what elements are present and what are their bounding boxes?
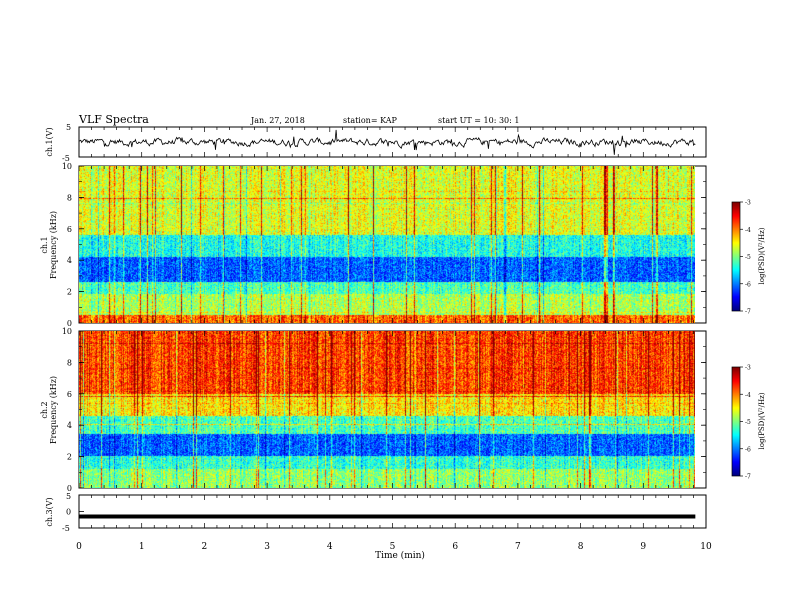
date-label: Jan. 27, 2018: [250, 116, 305, 125]
time-axis-ticks: 0 0 1 2 3 4 5 6 7 8 9 10: [66, 508, 712, 553]
ch1-spectrogram-yticks: 0 2 4 6 8 10: [62, 162, 706, 328]
xtick-label: 9: [640, 542, 646, 552]
ch1-colorbar-ticks: -3 -4 -5 -6 -7: [740, 200, 751, 316]
xtick-label: 0: [76, 542, 82, 552]
ch1-waveform-line: [78, 129, 696, 155]
ytick-label: 8: [67, 193, 72, 202]
ch1-waveform-panel: 5 -5 ch.1(V): [45, 123, 707, 163]
ytick-label: 10: [62, 327, 72, 336]
colorbar-tick-label: -6: [745, 446, 751, 453]
ytick-label: 2: [67, 453, 72, 462]
xtick-label: 8: [578, 542, 584, 552]
xtick-label: 4: [327, 542, 333, 552]
ytick-label: 0: [67, 484, 72, 493]
ch2-colorbar-ticks: -3 -4 -5 -6 -7: [740, 365, 751, 481]
ch3-waveform-ytick-minus5: -5: [62, 524, 70, 533]
ch1-colorbar: [732, 202, 740, 311]
colorbar-tick-label: -4: [745, 392, 751, 399]
ch1-spectrogram-ylabel: ch.1Frequency (kHz): [40, 211, 58, 279]
ch2-colorbar-label: log(PSD)(V²/Hz): [758, 392, 766, 449]
ch1-colorbar-label: log(PSD)(V²/Hz): [758, 227, 766, 284]
ytick-label: 6: [67, 390, 72, 399]
xtick-label: 2: [202, 542, 208, 552]
time-axis-label: Time (min): [375, 550, 425, 561]
xtick-label: 1: [139, 542, 145, 552]
colorbar-tick-label: -5: [745, 419, 751, 426]
xtick-label: 5: [390, 542, 396, 552]
ch2-colorbar: [732, 367, 740, 476]
colorbar-tick-label: -3: [745, 200, 751, 207]
ch1-spectrogram-heatmap: [79, 166, 695, 323]
ch1-waveform-ylabel: ch.1(V): [45, 127, 54, 156]
ytick-label: 4: [67, 256, 72, 265]
ch3-ytick-0: 0: [66, 508, 71, 517]
ch2-spectrogram-panel: 0 2 4 6 8 10 ch.2Frequency (kHz) -3 -4 -5 -6 -7 l…: [40, 327, 766, 493]
colorbar-tick-label: -3: [745, 365, 751, 372]
ch2-spectrogram-ylabel: ch.2Frequency (kHz): [40, 376, 58, 444]
ytick-label: 2: [67, 288, 72, 297]
ch3-waveform-ytick-5: 5: [66, 492, 71, 501]
xtick-label: 7: [515, 542, 521, 552]
xtick-label: 10: [700, 542, 712, 552]
panel-minor-ticks: [78, 127, 707, 528]
xtick-label: 6: [452, 542, 458, 552]
ytick-label: 6: [67, 225, 72, 234]
ytick-label: 8: [67, 358, 72, 367]
colorbar-tick-label: -7: [745, 474, 751, 481]
start-time-label: start UT = 10: 30: 1: [438, 116, 519, 125]
colorbar-tick-label: -4: [745, 227, 751, 234]
ch2-spectrogram-yticks: 0 2 4 6 8 10: [62, 327, 706, 493]
ch1-waveform-ytick-5: 5: [66, 123, 71, 132]
ch3-waveform-panel: 5 -5 ch.3(V) 0 0 1 2 3 4 5 6 7 8 9 10 Time (min): [45, 492, 712, 561]
ch1-waveform-ytick-minus5: -5: [62, 154, 70, 163]
ytick-label: 0: [67, 319, 72, 328]
ytick-label: 4: [67, 421, 72, 430]
xtick-label: 3: [264, 542, 270, 552]
colorbar-tick-label: -5: [745, 254, 751, 261]
ch1-spectrogram-panel: 0 2 4 6 8 10 ch.1Frequency (kHz) -3 -4 -5 -6 -7 l…: [40, 162, 766, 328]
colorbar-tick-label: -6: [745, 281, 751, 288]
colorbar-tick-label: -7: [745, 309, 751, 316]
station-label: station= KAP: [343, 116, 398, 125]
ch3-waveform-ylabel: ch.3(V): [45, 497, 54, 526]
ytick-label: 10: [62, 162, 72, 171]
ch2-spectrogram-heatmap: [79, 331, 695, 488]
figure-title: VLF Spectra: [78, 113, 149, 126]
